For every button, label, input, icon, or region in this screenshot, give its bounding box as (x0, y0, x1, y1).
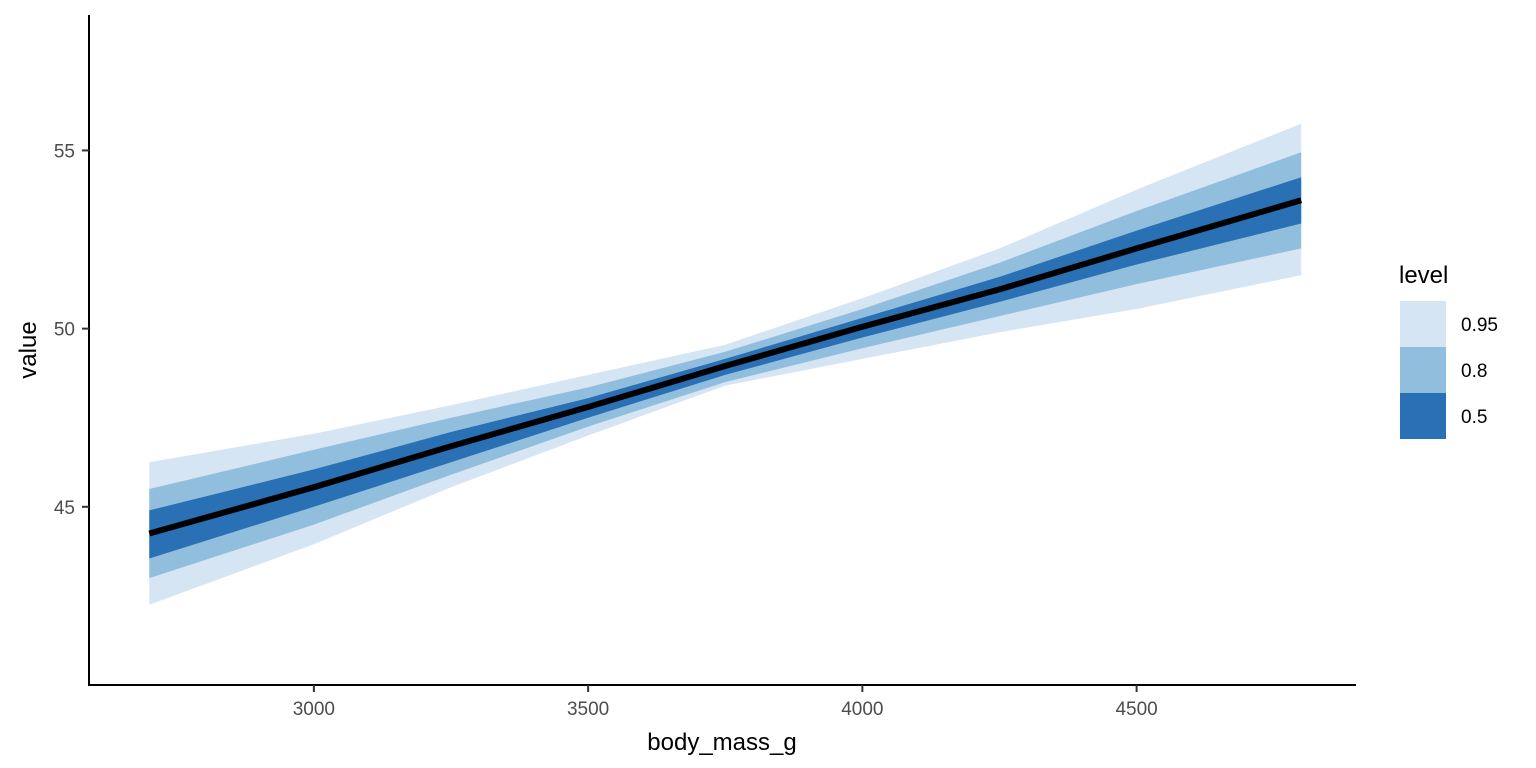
y-axis-ticks: 45 50 55 (54, 141, 89, 519)
y-tick-label: 50 (54, 320, 75, 341)
x-axis-title: body_mass_g (647, 729, 796, 756)
x-tick-label: 4000 (841, 699, 883, 720)
median-line (148, 197, 1303, 537)
legend-label: 0.5 (1461, 407, 1487, 428)
legend-key-0.8 (1400, 347, 1446, 393)
legend-key-0.5 (1400, 393, 1446, 439)
legend-items: 0.95 0.8 0.5 (1400, 301, 1498, 439)
x-tick-label: 3000 (293, 699, 335, 720)
legend: level 0.95 0.8 0.5 (1399, 262, 1498, 439)
y-tick-label: 45 (54, 498, 75, 519)
legend-label: 0.8 (1461, 361, 1487, 382)
median-line-layer (148, 197, 1303, 537)
legend-key-0.95 (1400, 301, 1446, 347)
legend-label: 0.95 (1461, 315, 1498, 336)
x-tick-label: 4500 (1115, 699, 1157, 720)
y-axis-title: value (15, 321, 42, 378)
legend-title: level (1399, 262, 1448, 289)
y-tick-label: 55 (54, 141, 75, 162)
x-axis-ticks: 3000 3500 4000 4500 (293, 685, 1158, 720)
x-tick-label: 3500 (567, 699, 609, 720)
